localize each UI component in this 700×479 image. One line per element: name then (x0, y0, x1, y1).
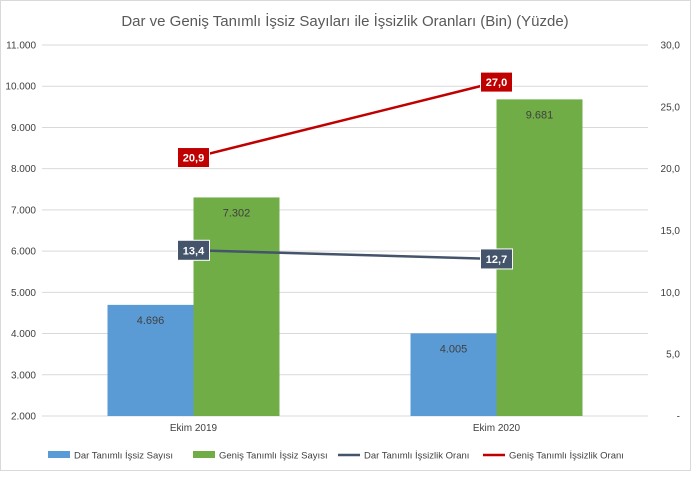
point-value-label: 20,9 (183, 153, 204, 165)
right-tick-label: - (677, 412, 680, 423)
right-axis: - 5,0 10,0 15,0 20,0 25,0 30,0 (661, 41, 681, 423)
legend-swatch (48, 451, 70, 458)
legend: Dar Tanımlı İşsiz Sayısı Geniş Tanımlı İş… (48, 451, 624, 462)
bar-value-label: 9.681 (526, 109, 554, 121)
point-label-box (177, 239, 210, 261)
point-label-box (480, 71, 513, 93)
bar-value-label: 7.302 (223, 207, 251, 219)
chart-title: Dar ve Geniş Tanımlı İşsiz Sayıları ile … (121, 12, 568, 30)
right-tick-label: 15,0 (661, 226, 681, 237)
left-tick-label: 3.000 (11, 370, 36, 381)
right-tick-label: 5,0 (666, 350, 680, 361)
legend-label: Geniş Tanımlı İşsiz Sayısı (219, 451, 328, 462)
point-value-label: 13,4 (183, 245, 205, 257)
bar (410, 333, 497, 416)
left-tick-label: 4.000 (11, 329, 36, 340)
legend-label: Dar Tanımlı İşsiz Sayısı (74, 451, 173, 462)
point-label-box (480, 248, 513, 270)
left-tick-label: 10.000 (5, 82, 36, 93)
point-value-label: 12,7 (486, 254, 507, 266)
category-axis: Ekim 2019 Ekim 2020 (170, 423, 521, 434)
left-tick-label: 2.000 (11, 412, 36, 423)
left-tick-label: 9.000 (11, 123, 36, 134)
series-line (193, 80, 497, 159)
point-value-label: 27,0 (486, 77, 507, 89)
series-line (193, 249, 497, 261)
legend-label: Dar Tanımlı İşsizlik Oranı (364, 451, 469, 462)
bar (107, 304, 194, 416)
bar (193, 197, 280, 416)
bar-value-label: 4.696 (137, 315, 165, 327)
left-tick-label: 8.000 (11, 164, 36, 175)
right-tick-label: 25,0 (661, 102, 681, 113)
left-tick-label: 6.000 (11, 247, 36, 258)
left-axis: 2.000 3.000 4.000 5.000 6.000 7.000 8.000 9.000… (5, 41, 36, 423)
category-label: Ekim 2019 (170, 423, 218, 434)
bar-value-label: 4.005 (440, 343, 468, 355)
left-tick-label: 11.000 (6, 41, 36, 52)
chart-border (0, 0, 691, 471)
legend-label: Geniş Tanımlı İşsizlik Oranı (509, 451, 624, 462)
left-tick-label: 7.000 (11, 205, 36, 216)
category-label: Ekim 2020 (473, 423, 521, 434)
legend-swatch (193, 451, 215, 458)
right-tick-label: 30,0 (661, 41, 681, 52)
left-tick-label: 5.000 (11, 288, 36, 299)
point-label-box (177, 147, 210, 169)
right-tick-label: 20,0 (661, 164, 681, 175)
right-tick-label: 10,0 (661, 288, 681, 299)
line-series: 13,4 12,7 20,9 27,0 (177, 71, 513, 270)
